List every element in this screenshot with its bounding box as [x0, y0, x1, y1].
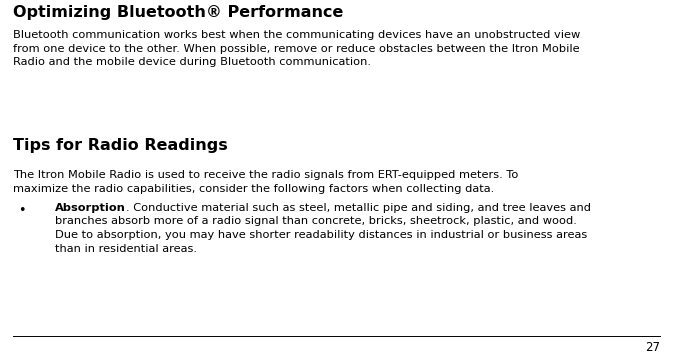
Text: Optimizing Bluetooth® Performance: Optimizing Bluetooth® Performance [13, 5, 343, 20]
Text: The Itron Mobile Radio is used to receive the radio signals from ERT-equipped me: The Itron Mobile Radio is used to receiv… [13, 170, 519, 180]
Text: branches absorb more of a radio signal than concrete, bricks, sheetrock, plastic: branches absorb more of a radio signal t… [55, 216, 577, 227]
Text: Absorption: Absorption [55, 203, 126, 213]
Text: . Conductive material such as steel, metallic pipe and siding, and tree leaves a: . Conductive material such as steel, met… [126, 203, 591, 213]
Text: from one device to the other. When possible, remove or reduce obstacles between : from one device to the other. When possi… [13, 44, 580, 53]
Text: Bluetooth communication works best when the communicating devices have an unobst: Bluetooth communication works best when … [13, 30, 580, 40]
Text: •: • [18, 204, 26, 217]
Text: than in residential areas.: than in residential areas. [55, 244, 197, 253]
Text: Radio and the mobile device during Bluetooth communication.: Radio and the mobile device during Bluet… [13, 57, 371, 67]
Text: 27: 27 [645, 341, 660, 354]
Text: maximize the radio capabilities, consider the following factors when collecting : maximize the radio capabilities, conside… [13, 184, 494, 193]
Text: Tips for Radio Readings: Tips for Radio Readings [13, 138, 228, 153]
Text: Due to absorption, you may have shorter readability distances in industrial or b: Due to absorption, you may have shorter … [55, 230, 587, 240]
